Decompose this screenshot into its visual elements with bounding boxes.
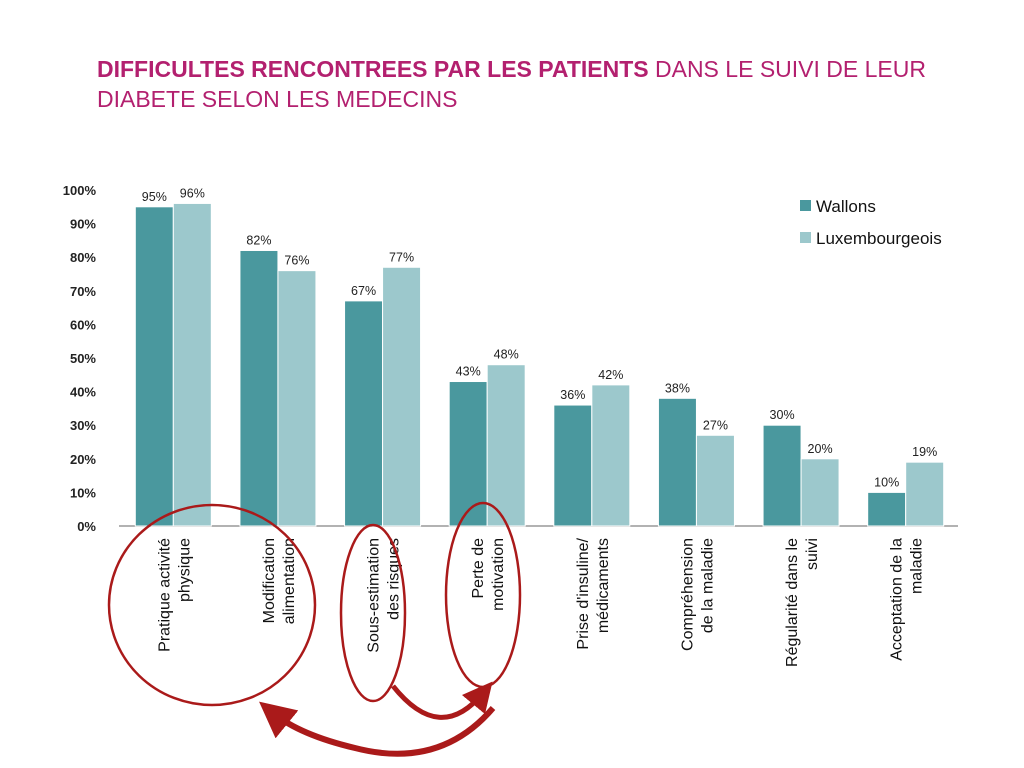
bar-wallons [448,381,488,527]
y-tick-label: 60% [70,317,96,332]
data-label: 27% [703,418,728,432]
y-tick-label: 0% [77,519,96,534]
x-category-label-line: motivation [490,538,507,611]
x-category-label-line: des risques [386,538,403,620]
data-label: 30% [770,408,795,422]
x-category-label-line: physique [176,538,193,602]
x-category-label: Prise d'insuline/médicaments [575,537,612,649]
x-category-label: Perte de motivation [470,538,507,611]
y-tick-label: 30% [70,418,96,433]
data-label: 10% [874,475,899,489]
bar-luxembourgeois [905,461,945,527]
data-label: 20% [808,442,833,456]
bar-luxembourgeois [695,434,735,527]
data-label: 82% [246,233,271,247]
x-category-label-line: Perte de [470,538,487,599]
bar-wallons [134,206,174,527]
legend-swatch [800,200,811,211]
y-tick-label: 50% [70,351,96,366]
title-regular-part: DANS LE SUIVI DE LEUR DIABETE SELON LES … [97,56,926,112]
data-label: 43% [456,365,481,379]
y-tick-label: 70% [70,284,96,299]
y-tick-label: 20% [70,452,96,467]
legend-label: Luxembourgeois [816,229,942,248]
slide-title: DIFFICULTES RENCONTREES PAR LES PATIENTS… [97,54,957,114]
y-tick-label: 80% [70,250,96,265]
bars-group: 95% 96% 82% 76% 67% 77% 43% 48% 36% 42% 38% 27% 30% 2… [134,186,945,527]
x-category-label-line: médicaments [595,538,612,633]
legend: Wallons Luxembourgeois [800,197,942,248]
bar-luxembourgeois [591,384,631,527]
x-category-label-line: de la maladie [699,538,716,633]
x-category-label-line: maladie [909,538,926,594]
y-tick-label: 100% [63,183,97,198]
bar-wallons [553,404,593,527]
y-axis: 0% 10% 20% 30% 40% 50% 60% 70% 80% 90% 100% [63,183,958,534]
x-category-label-line: Compréhension [679,538,696,651]
bar-luxembourgeois [382,266,422,527]
y-tick-label: 90% [70,217,96,232]
x-axis-labels: Pratique activité physique Modification ali… [156,537,925,667]
bar-wallons [657,397,697,527]
y-tick-label: 10% [70,485,96,500]
x-category-label-line: suivi [804,538,821,570]
bar-wallons [344,300,384,527]
data-label: 48% [494,348,519,362]
data-label: 19% [912,445,937,459]
x-category-label: Compréhension de la maladie [679,538,716,651]
bar-luxembourgeois [800,458,840,527]
data-label: 76% [284,254,309,268]
data-label: 36% [560,388,585,402]
annotation-arrow-risques-to-motivation [391,681,493,720]
legend-swatch [800,232,811,243]
x-category-label: Pratique activité physique [156,538,193,652]
legend-label: Wallons [816,197,876,216]
data-label: 96% [180,186,205,200]
x-category-label-line: Pratique activité [156,538,173,652]
annotation-circle-sous-estimation [339,523,407,703]
annotation-circle-activite [107,503,317,707]
bar-luxembourgeois [486,364,526,527]
data-label: 77% [389,250,414,264]
x-category-label-line: Prise d'insuline/ [575,537,592,649]
x-category-label-line: alimentation [281,538,298,624]
x-category-label-line: Sous-estimation [366,538,383,653]
x-category-label-line: Régularité dans le [784,538,801,667]
bar-wallons [867,491,907,527]
bar-wallons [762,424,802,527]
x-category-label-line: Modification [261,538,278,623]
annotation-arrow-motivation-to-activite [259,701,496,757]
x-category-label-line: Acceptation de la [889,538,906,661]
bar-wallons [239,249,279,527]
x-category-label: Modification alimentation [261,538,298,624]
data-label: 38% [665,381,690,395]
data-label: 95% [142,190,167,204]
y-tick-label: 40% [70,385,96,400]
data-label: 67% [351,284,376,298]
x-category-label: Régularité dans le suivi [784,538,821,667]
data-label: 42% [598,368,623,382]
annotations [107,501,522,757]
x-category-label: Acceptation de la maladie [889,538,926,661]
bar-luxembourgeois [277,270,317,527]
title-bold-part: DIFFICULTES RENCONTREES PAR LES PATIENTS [97,56,649,82]
bar-luxembourgeois [172,202,212,527]
